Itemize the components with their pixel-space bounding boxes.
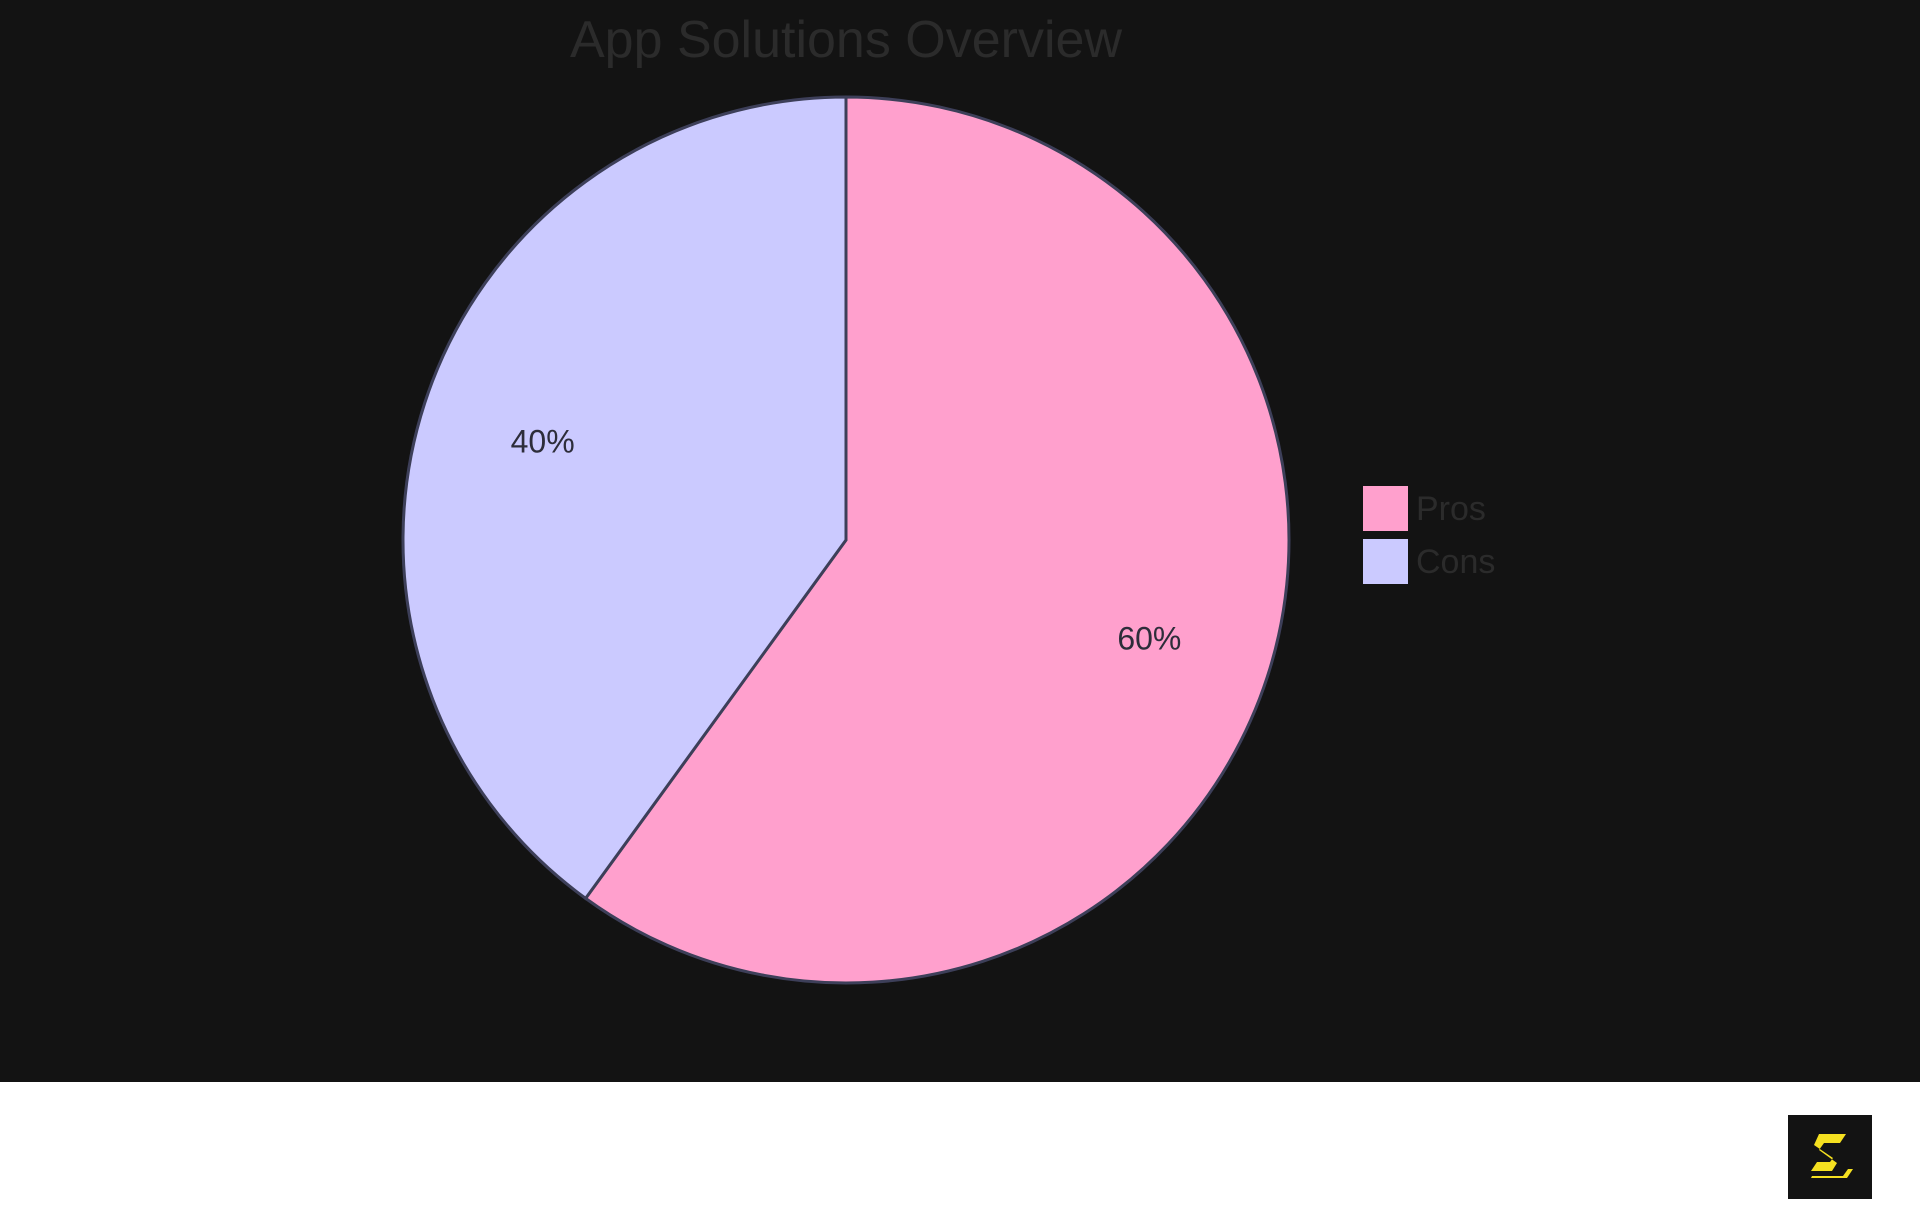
- legend-label-cons: Cons: [1416, 543, 1495, 581]
- legend-swatch-pros: [1363, 486, 1408, 531]
- s-logo-mark: [1811, 1134, 1853, 1178]
- legend-label-pros: Pros: [1416, 490, 1486, 528]
- pie-slices: [401, 95, 1291, 985]
- pie-slice-pros: [583, 95, 1291, 985]
- s-logo-icon: [1788, 1115, 1872, 1199]
- pie-slice-cons: [401, 95, 848, 901]
- slice-label-pros: 60%: [1117, 621, 1181, 657]
- pie-chart: App Solutions Overview 60% 40% Pros Cons: [401, 11, 1495, 985]
- legend: Pros Cons: [1363, 486, 1495, 584]
- chart-title: App Solutions Overview: [570, 11, 1122, 69]
- chart-panel: App Solutions Overview 60% 40% Pros Cons: [0, 0, 1920, 1082]
- pie-labels: 60% 40%: [511, 423, 1182, 656]
- slice-label-cons: 40%: [511, 423, 575, 459]
- legend-swatch-cons: [1363, 539, 1408, 584]
- footer: [0, 1082, 1920, 1215]
